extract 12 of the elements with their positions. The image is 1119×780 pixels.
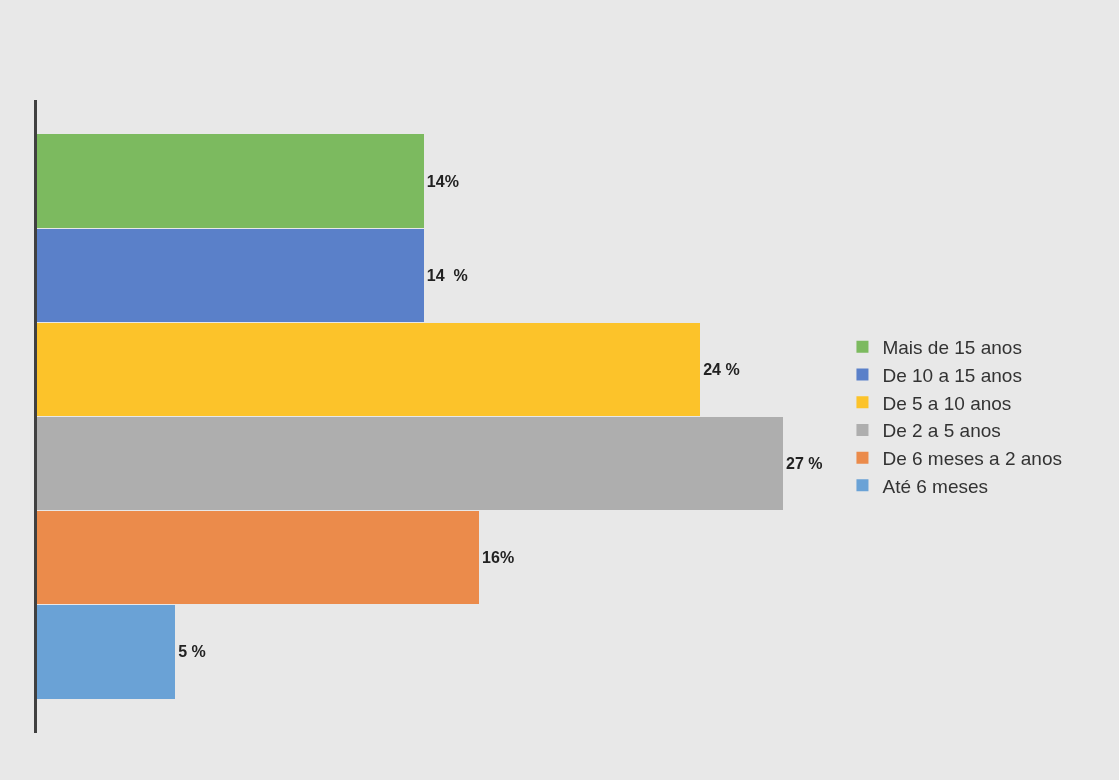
data-label: 24 % xyxy=(703,360,740,378)
data-label: 27 % xyxy=(786,455,823,473)
data-label: 14 % xyxy=(426,266,468,284)
legend-label: Até 6 meses xyxy=(882,475,989,497)
data-label: 14% xyxy=(426,172,459,190)
legend-label: De 6 meses a 2 anos xyxy=(882,448,1063,470)
legend-label: De 10 a 15 anos xyxy=(882,364,1022,386)
legend-label: De 5 a 10 anos xyxy=(882,392,1012,414)
legend-label: Mais de 15 anos xyxy=(882,337,1022,359)
legend-label: De 2 a 5 anos xyxy=(882,420,1001,442)
data-label: 16% xyxy=(482,549,515,567)
data-label: 5 % xyxy=(178,643,206,661)
